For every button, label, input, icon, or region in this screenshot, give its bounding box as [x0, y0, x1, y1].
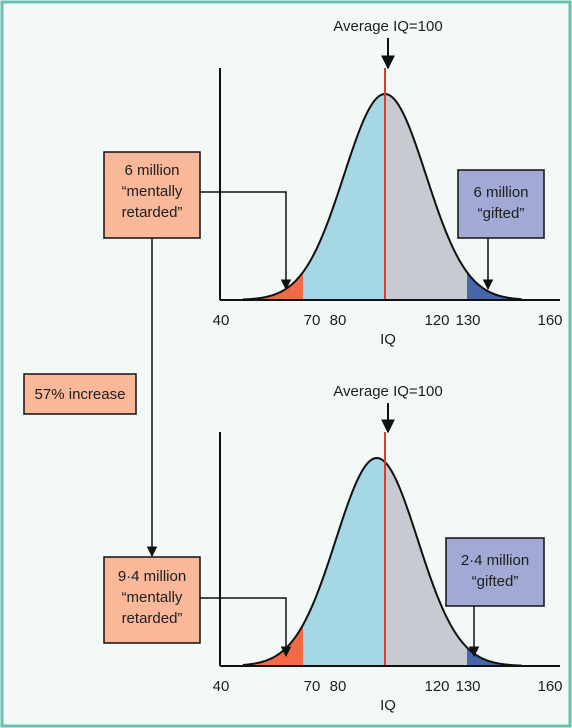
top-retarded-line-2: “mentally: [122, 183, 183, 200]
increase-label: 57% increase: [35, 386, 126, 403]
top-tick-160: 160: [537, 312, 562, 329]
top-tick-120: 120: [424, 312, 449, 329]
bottom-right-tail-region: [467, 647, 522, 666]
bottom-tick-130: 130: [455, 678, 480, 695]
top-x-axis-label: IQ: [380, 331, 396, 348]
bottom-center-left-region: [303, 458, 385, 666]
bottom-gifted-line-1: 2·4 million: [461, 552, 529, 569]
top-tick-70: 70: [304, 312, 321, 329]
bottom-gifted-line-2: “gifted”: [472, 573, 519, 590]
top-tick-40: 40: [213, 312, 230, 329]
top-mean-label: Average IQ=100: [333, 18, 442, 35]
top-gifted-line-2: “gifted”: [478, 205, 525, 222]
bottom-retarded-box: [103, 556, 201, 644]
bottom-tick-80: 80: [330, 678, 347, 695]
bottom-retarded-line-2: “mentally: [122, 589, 183, 606]
top-retarded-connector: [200, 191, 292, 291]
bottom-tick-160: 160: [537, 678, 562, 695]
top-center-right-region: [385, 94, 467, 300]
bottom-retarded-connector: [200, 597, 292, 658]
bottom-x-axis-label: IQ: [380, 697, 396, 714]
bottom-tick-120: 120: [424, 678, 449, 695]
bottom-mean-label: Average IQ=100: [333, 383, 442, 400]
top-tick-80: 80: [330, 312, 347, 329]
top-retarded-line-1: 6 million: [124, 162, 179, 179]
bottom-center-right-region: [385, 462, 467, 666]
top-left-tail-region: [242, 272, 303, 300]
top-retarded-line-3: retarded”: [122, 204, 183, 221]
bottom-tick-40: 40: [213, 678, 230, 695]
bottom-panel: Average IQ=100 40 70 80 120 130 160 IQ 9…: [103, 383, 563, 714]
bottom-gifted-box: [445, 537, 545, 607]
top-tick-130: 130: [455, 312, 480, 329]
bottom-tick-70: 70: [304, 678, 321, 695]
top-panel: Average IQ=100 40 70 80 120 130 160 IQ 6…: [103, 18, 563, 348]
bottom-retarded-line-3: retarded”: [122, 610, 183, 627]
bottom-retarded-line-1: 9·4 million: [118, 568, 186, 585]
top-center-left-region: [303, 94, 385, 300]
increase-box: [23, 373, 137, 415]
top-right-tail-region: [467, 272, 522, 300]
top-gifted-line-1: 6 million: [473, 184, 528, 201]
top-gifted-box: [457, 169, 545, 239]
